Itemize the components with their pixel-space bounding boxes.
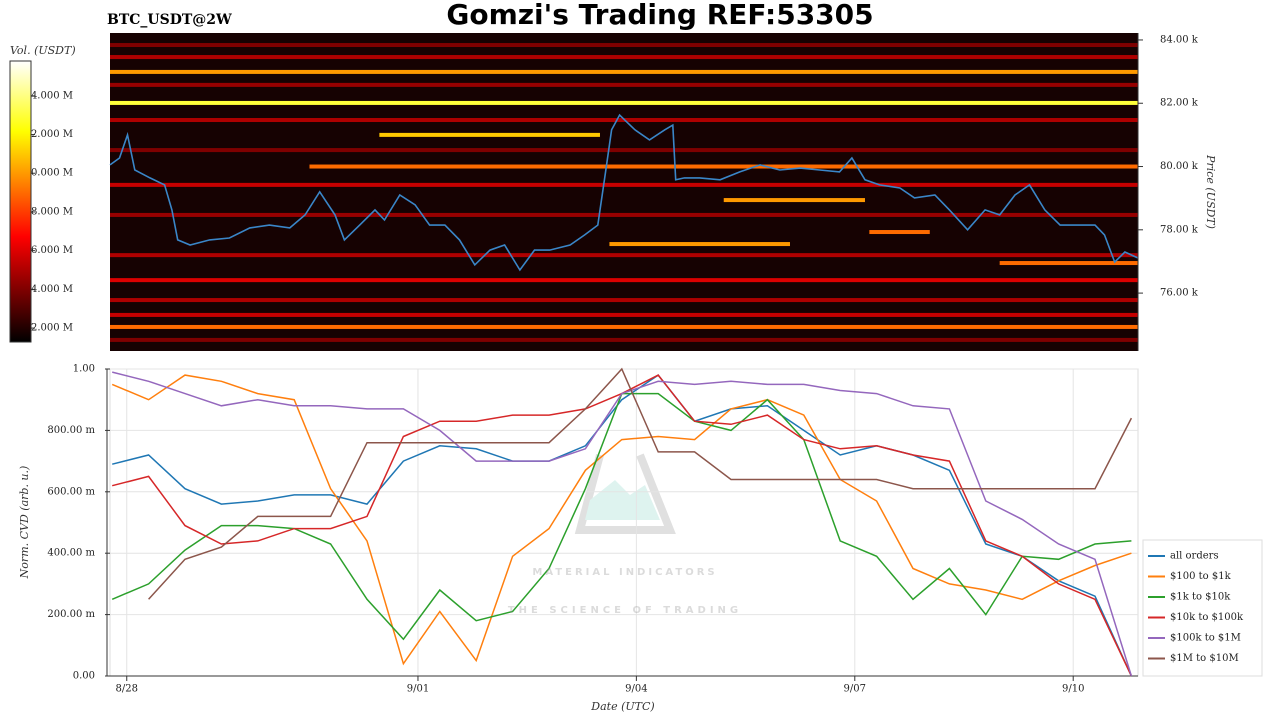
legend-label: $100 to $1k bbox=[1170, 571, 1232, 582]
y-tick-label: 600.00 m bbox=[47, 486, 95, 497]
liquidity-band bbox=[723, 198, 865, 203]
subtitle: BTC_USDT@2W bbox=[107, 12, 232, 28]
x-axis-label: Date (UTC) bbox=[590, 700, 654, 713]
liquidity-band bbox=[110, 253, 1138, 258]
liquidity-band bbox=[110, 55, 1138, 60]
colorbar-label: Vol. (USDT) bbox=[10, 44, 76, 57]
liquidity-band bbox=[110, 82, 1138, 87]
y-tick-label: 78.00 k bbox=[1160, 224, 1199, 235]
liquidity-band bbox=[110, 278, 1138, 283]
y-tick-label: 1.00 bbox=[73, 364, 95, 375]
y-tick-label: 400.00 m bbox=[47, 548, 95, 559]
y-tick-label: 80.00 k bbox=[1160, 161, 1199, 172]
liquidity-band bbox=[110, 148, 1138, 153]
liquidity-band bbox=[110, 337, 1138, 342]
y-axis-label: Norm. CVD (arb. u.) bbox=[18, 466, 31, 580]
y-tick-label: 84.00 k bbox=[1160, 34, 1199, 45]
series-line bbox=[148, 367, 1133, 600]
colorbar-tick-label: 4.000 M bbox=[31, 284, 73, 295]
liquidity-band bbox=[110, 324, 1138, 329]
x-tick-label: 9/04 bbox=[625, 684, 647, 695]
chart-title: Gomzi's Trading REF:53305 bbox=[446, 0, 873, 31]
liquidity-band bbox=[110, 312, 1138, 317]
price-line bbox=[109, 113, 1139, 272]
watermark: MATERIAL INDICATORS bbox=[532, 567, 717, 578]
series-line bbox=[111, 374, 1132, 666]
series-line bbox=[112, 374, 1133, 677]
y-axis-label: Price (USDT) bbox=[1204, 154, 1217, 229]
colorbar-tick-label: 6.000 M bbox=[31, 245, 73, 256]
liquidity-band bbox=[110, 69, 1138, 74]
y-tick-label: 0.00 bbox=[73, 671, 95, 682]
liquidity-band bbox=[379, 132, 600, 137]
y-tick-label: 800.00 m bbox=[47, 425, 95, 436]
x-tick-label: 8/28 bbox=[116, 684, 138, 695]
liquidity-band bbox=[110, 298, 1138, 303]
colorbar-tick-label: 2.000 M bbox=[31, 323, 73, 334]
liquidity-band bbox=[110, 43, 1138, 48]
legend-label: $1M to $10M bbox=[1170, 653, 1239, 664]
legend-box bbox=[1142, 539, 1263, 677]
series-line bbox=[112, 371, 1133, 677]
colorbar-tick-label: 12.000 M bbox=[25, 129, 73, 140]
y-tick-label: 76.00 k bbox=[1160, 288, 1199, 299]
watermark-logo bbox=[574, 453, 676, 534]
legend-label: all orders bbox=[1170, 551, 1219, 562]
legend-label: $1k to $10k bbox=[1170, 592, 1231, 603]
liquidity-band bbox=[869, 230, 930, 235]
liquidity-band bbox=[110, 100, 1138, 105]
colorbar bbox=[9, 60, 32, 343]
liquidity-band bbox=[999, 261, 1138, 266]
y-tick-label: 82.00 k bbox=[1160, 98, 1199, 109]
y-tick-label: 200.00 m bbox=[47, 609, 95, 620]
liquidity-band bbox=[110, 212, 1138, 217]
x-tick-label: 9/10 bbox=[1062, 684, 1084, 695]
colorbar-tick-label: 8.000 M bbox=[31, 206, 73, 217]
liquidity-band bbox=[609, 242, 790, 247]
colorbar-tick-label: 14.000 M bbox=[25, 90, 73, 101]
plot-area bbox=[109, 368, 1139, 677]
x-tick-label: 9/07 bbox=[844, 684, 866, 695]
watermark: THE SCIENCE OF TRADING bbox=[508, 605, 742, 616]
legend-label: $10k to $100k bbox=[1170, 612, 1244, 623]
liquidity-band bbox=[309, 164, 1139, 169]
heatmap-background bbox=[110, 33, 1138, 351]
colorbar-tick-label: 10.000 M bbox=[25, 168, 73, 179]
x-tick-label: 9/01 bbox=[407, 684, 429, 695]
legend-label: $100k to $1M bbox=[1170, 633, 1241, 644]
liquidity-band bbox=[110, 182, 1138, 187]
